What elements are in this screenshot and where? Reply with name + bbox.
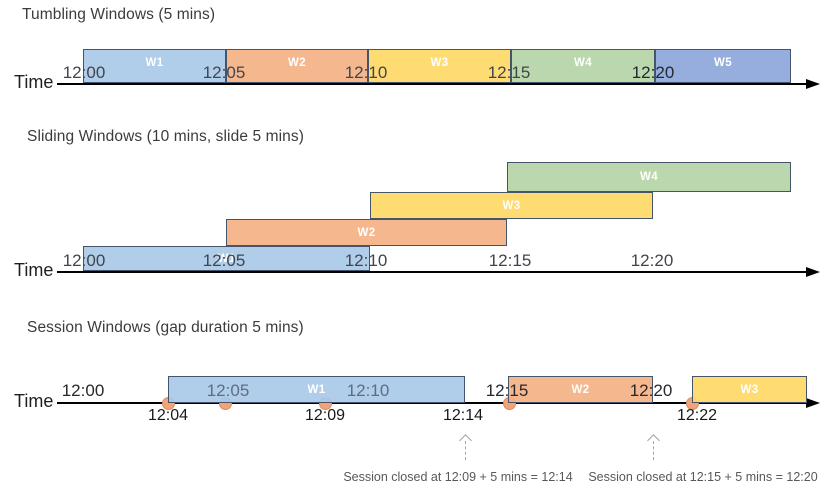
event-time-label: 12:09 — [304, 407, 346, 424]
tumbling-tick: 12:00 — [62, 63, 106, 82]
session-closed-annotation: Session closed at 12:15 + 5 mins = 12:20 — [588, 470, 818, 484]
window-label: W5 — [713, 56, 733, 69]
window-label: W1 — [307, 383, 326, 396]
sliding-tick: 12:05 — [202, 251, 246, 270]
session-title: Session Windows (gap duration 5 mins) — [27, 319, 304, 336]
sliding-window-w4: W4 — [507, 162, 791, 192]
event-time-label: 12:14 — [442, 407, 484, 424]
tumbling-window-w5: W5 — [655, 49, 791, 83]
tumbling-window-w4: W4 — [511, 49, 655, 83]
window-label: W2 — [287, 56, 307, 69]
window-label: W3 — [502, 199, 521, 212]
window-label: W3 — [430, 56, 449, 69]
tumbling-tick: 12:05 — [202, 63, 246, 82]
sliding-tick: 12:00 — [62, 251, 106, 270]
tumbling-title: Tumbling Windows (5 mins) — [22, 6, 216, 23]
sliding-window-w3: W3 — [370, 192, 653, 219]
session-time-axis — [57, 402, 806, 404]
annotation-arrow-icon — [646, 434, 660, 460]
sliding-window-w2: W2 — [226, 219, 507, 246]
session-window-w3: W3 — [692, 376, 807, 403]
session-closed-annotation: Session closed at 12:09 + 5 mins = 12:14 — [343, 470, 573, 484]
event-time-label: 12:04 — [147, 407, 189, 424]
session-tick: 12:00 — [61, 381, 105, 400]
sliding-tick: 12:20 — [630, 251, 674, 270]
sliding-title: Sliding Windows (10 mins, slide 5 mins) — [27, 128, 304, 145]
tumbling-window-w3: W3 — [368, 49, 511, 83]
session-time-label: Time — [14, 391, 54, 411]
session-tick: 12:10 — [346, 381, 390, 400]
tumbling-tick: 12:10 — [344, 63, 388, 82]
session-window-w1: W1 — [168, 376, 465, 403]
session-tick: 12:05 — [206, 381, 250, 400]
session-tick: 12:20 — [629, 381, 673, 400]
window-label: W2 — [571, 383, 590, 396]
tumbling-axis-arrow-icon — [806, 79, 820, 89]
tumbling-window-w1: W1 — [83, 49, 226, 83]
sliding-time-label: Time — [14, 260, 54, 280]
window-label: W4 — [573, 56, 593, 69]
tumbling-tick: 12:20 — [631, 63, 675, 82]
sliding-window-w1: W1 — [83, 246, 370, 271]
sliding-time-axis — [57, 271, 806, 273]
event-time-label: 12:22 — [676, 407, 718, 424]
tumbling-tick: 12:15 — [487, 63, 531, 82]
window-label: W4 — [639, 171, 659, 183]
session-tick: 12:15 — [485, 381, 529, 400]
window-label: W3 — [740, 383, 759, 396]
window-label: W1 — [217, 252, 236, 265]
annotation-arrow-icon — [458, 434, 472, 460]
window-label: W1 — [145, 56, 164, 69]
window-label: W2 — [357, 226, 376, 239]
sliding-axis-arrow-icon — [806, 267, 820, 277]
sliding-tick: 12:15 — [488, 251, 532, 270]
tumbling-time-label: Time — [14, 72, 54, 92]
session-axis-arrow-icon — [806, 398, 820, 408]
sliding-tick: 12:10 — [344, 251, 388, 270]
session-window-w2: W2 — [508, 376, 653, 403]
tumbling-time-axis — [57, 83, 806, 85]
tumbling-window-w2: W2 — [226, 49, 368, 83]
